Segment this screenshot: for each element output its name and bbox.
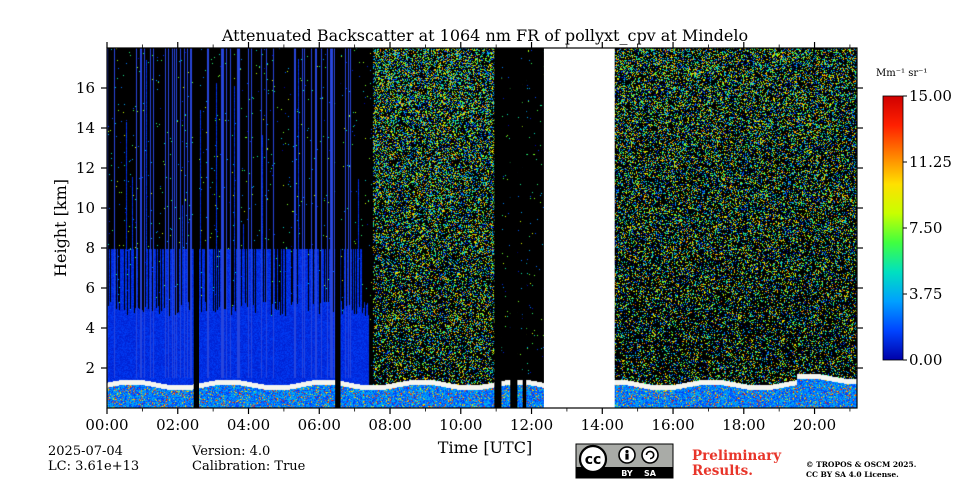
x-axis-label: Time [UTC] [438, 438, 532, 457]
instrument-gap [522, 48, 527, 408]
attribution-icon-body [625, 453, 629, 460]
instrument-gap [335, 48, 341, 408]
license-badge-strip [576, 467, 673, 478]
y-tick-label: 10 [76, 199, 95, 217]
no-data-period [543, 48, 615, 408]
x-tick-label: 08:00 [368, 416, 411, 434]
cc-logo-text: cc [585, 452, 602, 468]
license-badge: cc BY SA [575, 443, 674, 479]
share-alike-icon [641, 446, 659, 464]
x-tick-label: 14:00 [581, 416, 624, 434]
license-sa-label: SA [644, 469, 657, 478]
x-tick-label: 00:00 [85, 416, 128, 434]
colorbar-tick-label: 15.00 [909, 87, 952, 105]
y-tick-label: 4 [85, 319, 95, 337]
colorbar-gradient [882, 95, 904, 361]
license-by-label: BY [621, 469, 633, 478]
data-gaps [193, 48, 615, 408]
copyright-line-2: CC BY SA 4.0 License. [806, 470, 899, 479]
preliminary-notice: Preliminary Results. [692, 449, 781, 479]
plot-frame [106, 47, 858, 409]
y-axis: 2 4 6 8 10 12 14 16 [76, 79, 863, 377]
y-tick-label: 6 [85, 279, 95, 297]
chart-title: Attenuated Backscatter at 1064 nm FR of … [221, 26, 748, 45]
x-tick-label: 06:00 [298, 416, 341, 434]
lidar-constant-label: LC: 3.61e+13 [48, 459, 140, 474]
colorbar-tick-label: 3.75 [909, 285, 942, 303]
x-tick-label: 18:00 [722, 416, 765, 434]
colorbar-tick-label: 11.25 [909, 153, 952, 171]
instrument-gap [193, 48, 199, 408]
colorbar-unit-label: Mm⁻¹ sr⁻¹ [876, 68, 927, 79]
colorbar-tick-label: 7.50 [909, 219, 942, 237]
x-axis: 00:00 02:00 04:00 06:00 08:00 10:00 12:00 14:00… [85, 42, 851, 434]
y-tick-label: 14 [76, 119, 95, 137]
x-tick-label: 16:00 [651, 416, 694, 434]
y-tick-label: 12 [76, 159, 95, 177]
calibration-label: Calibration: True [192, 459, 306, 474]
colorbar-ticks: 15.00 11.25 7.50 3.75 0.00 [903, 87, 952, 369]
y-tick-label: 2 [85, 359, 95, 377]
share-alike-arrow [645, 450, 655, 460]
x-tick-label: 10:00 [439, 416, 482, 434]
copyright-notice: © TROPOS & OSCM 2025. CC BY SA 4.0 Licen… [806, 460, 916, 480]
plot-area [106, 47, 858, 409]
x-tick-label: 20:00 [793, 416, 836, 434]
y-axis-label: Height [km] [51, 179, 70, 277]
y-tick-label: 8 [85, 239, 95, 257]
instrument-gap [494, 48, 502, 408]
attribution-icon-head [625, 449, 629, 454]
x-tick-label: 02:00 [156, 416, 199, 434]
x-tick-label: 12:00 [510, 416, 553, 434]
instrument-gap [510, 48, 518, 408]
x-tick-label: 04:00 [227, 416, 270, 434]
preliminary-line-2: Results. [692, 463, 753, 479]
colorbar-tick-label: 0.00 [909, 351, 942, 369]
colorbar: Mm⁻¹ sr⁻¹ 15.00 11.25 7.50 3.75 0.00 [876, 68, 952, 369]
version-label: Version: 4.0 [192, 444, 271, 459]
y-tick-label: 16 [76, 79, 95, 97]
date-label: 2025-07-04 [48, 444, 123, 459]
cc-logo-icon [578, 444, 608, 474]
preliminary-line-1: Preliminary [692, 448, 782, 464]
backscatter-heatmap [107, 48, 857, 408]
copyright-line-1: © TROPOS & OSCM 2025. [806, 460, 917, 469]
